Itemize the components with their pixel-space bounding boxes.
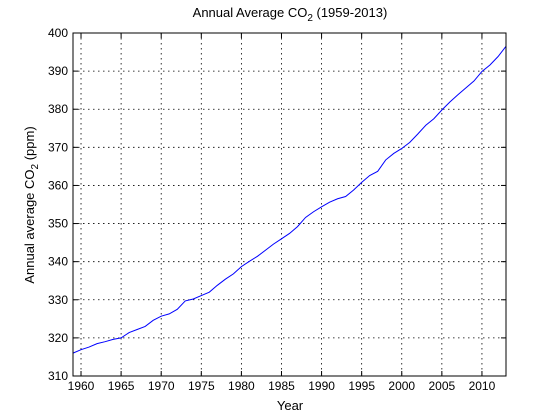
x-tick-label: 1985 [268,379,295,393]
x-tick-label: 2010 [469,379,496,393]
plot-frame [72,32,507,377]
y-tick-label: 320 [48,331,68,345]
x-tick-labels: 1960 1965 1970 1975 1980 1985 1990 1995 2000 2005… [68,379,496,393]
y-axis-title-subscript: 2 [30,163,41,169]
y-axis-title-main: Annual average CO [22,169,37,283]
x-tick-label: 1980 [228,379,255,393]
y-tick-label: 370 [48,140,68,154]
x-tick-label: 2000 [388,379,415,393]
axis-ticks [73,32,506,377]
grid-lines [73,32,506,377]
y-tick-label: 310 [48,369,68,383]
y-tick-label: 400 [48,26,68,40]
x-tick-label: 2005 [429,379,456,393]
y-tick-labels: 310 320 330 340 350 360 370 380 390 400 [48,26,68,383]
y-tick-label: 360 [48,178,68,192]
y-tick-label: 390 [48,64,68,78]
x-axis-title: Year [277,398,304,413]
x-tick-label: 1990 [308,379,335,393]
chart-title-main: Annual Average CO [193,5,308,20]
chart-title-rest: (1959-2013) [313,5,387,20]
y-axis-title-rest: (ppm) [22,126,37,164]
co2-series-line [72,46,507,354]
x-tick-label: 1975 [188,379,215,393]
y-tick-label: 350 [48,217,68,231]
y-axis-title: Annual average CO2 (ppm) [22,126,41,283]
x-tick-label: 1965 [108,379,135,393]
chart-title-subscript: 2 [307,13,313,24]
x-tick-label: 1960 [68,379,95,393]
x-tick-label: 1995 [348,379,375,393]
y-tick-label: 380 [48,102,68,116]
y-tick-label: 340 [48,255,68,269]
x-tick-label: 1970 [148,379,175,393]
chart-title: Annual Average CO2 (1959-2013) [193,5,388,24]
y-tick-label: 330 [48,293,68,307]
